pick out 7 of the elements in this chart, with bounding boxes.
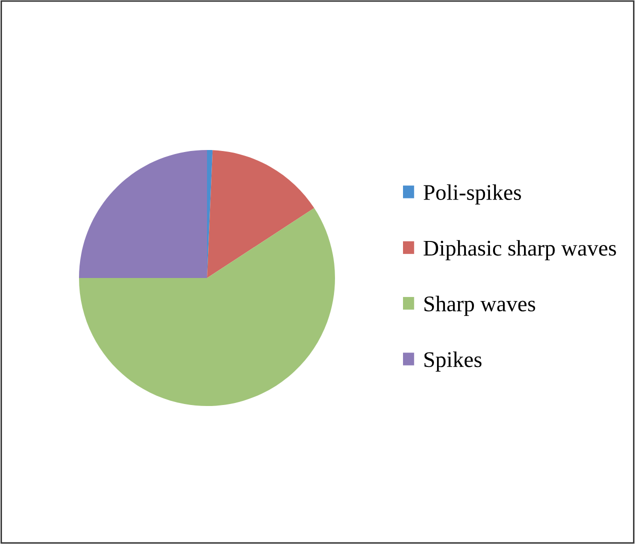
legend-label: Sharp waves <box>424 296 536 316</box>
pie-slice <box>207 150 314 278</box>
pie-slice <box>79 150 207 278</box>
legend-label: Poli-spikes <box>424 184 521 205</box>
pie-slice <box>79 208 335 406</box>
legend-label: Spikes <box>424 351 482 372</box>
legend-label: Diphasic sharp waves <box>424 240 616 260</box>
